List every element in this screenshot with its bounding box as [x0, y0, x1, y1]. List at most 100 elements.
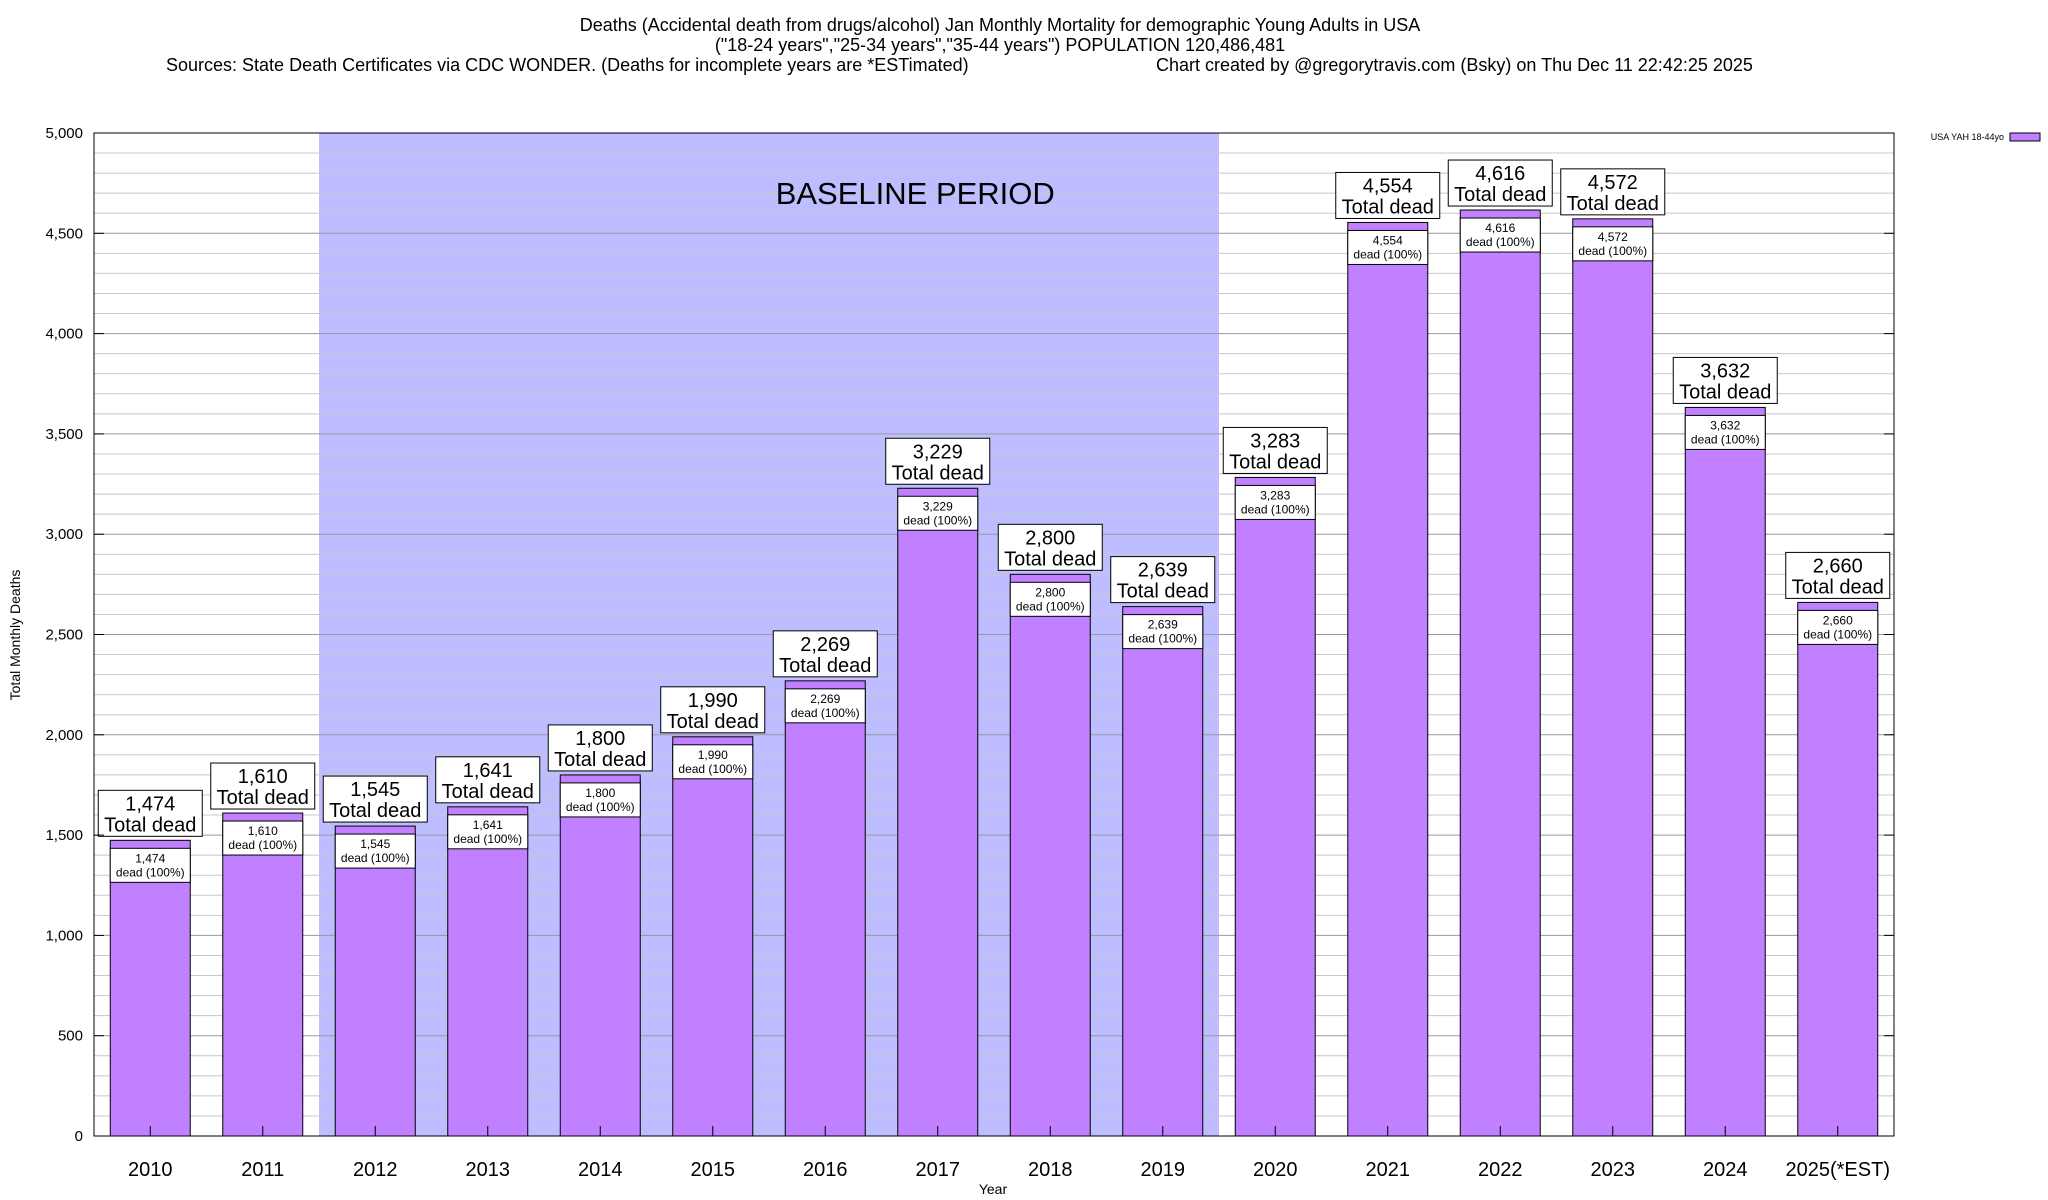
inner-label-suffix: dead (100%)	[1241, 502, 1310, 516]
inner-label-suffix: dead (100%)	[903, 513, 972, 527]
inner-label-suffix: dead (100%)	[116, 865, 185, 879]
inner-label-value: 2,639	[1148, 618, 1178, 632]
x-tick-label: 2019	[1141, 1159, 1186, 1181]
inner-label-suffix: dead (100%)	[453, 832, 522, 846]
x-tick-label: 2010	[128, 1159, 173, 1181]
total-label-suffix: Total dead	[1679, 381, 1771, 403]
x-tick-label: 2017	[916, 1159, 961, 1181]
total-label-suffix: Total dead	[667, 711, 759, 733]
total-label-value: 4,616	[1475, 163, 1525, 185]
total-label-value: 3,229	[913, 441, 963, 463]
total-label-suffix: Total dead	[217, 787, 309, 809]
legend: USA YAH 18-44yo	[1931, 132, 2041, 142]
total-label-value: 1,641	[463, 760, 513, 782]
legend-entry-label: USA YAH 18-44yo	[1931, 132, 2004, 142]
inner-label-box	[1459, 217, 1541, 253]
total-label-value: 1,474	[125, 793, 175, 815]
inner-label-suffix: dead (100%)	[1803, 627, 1872, 641]
inner-label-box	[1122, 614, 1204, 650]
inner-label-value: 4,572	[1598, 230, 1628, 244]
y-tick-label: 4,500	[45, 225, 83, 242]
inner-label-value: 3,229	[923, 499, 953, 513]
total-label-box	[1222, 426, 1328, 474]
total-label-box	[97, 789, 203, 837]
bar	[334, 825, 416, 1137]
x-tick-label: 2015	[691, 1159, 736, 1181]
y-tick-label: 0	[75, 1128, 83, 1145]
x-axis-label: Year	[979, 1181, 1008, 1197]
bar	[1234, 476, 1316, 1137]
inner-label-suffix: dead (100%)	[1578, 244, 1647, 258]
total-label-suffix: Total dead	[892, 462, 984, 484]
total-label-suffix: Total dead	[1567, 193, 1659, 215]
total-label-box	[1672, 356, 1778, 404]
y-tick-label: 2,500	[45, 627, 83, 644]
bar	[897, 487, 979, 1137]
total-label-value: 2,660	[1813, 555, 1863, 577]
inner-label-box	[109, 847, 191, 883]
inner-label-box	[784, 688, 866, 724]
chart-title-line-2: ("18-24 years","25-34 years","35-44 year…	[715, 35, 1285, 55]
total-label-box	[547, 724, 653, 772]
inner-label-value: 2,660	[1823, 613, 1853, 627]
total-label-box	[1560, 168, 1666, 216]
total-label-suffix: Total dead	[442, 781, 534, 803]
total-label-box	[322, 775, 428, 823]
total-label-suffix: Total dead	[1454, 184, 1546, 206]
total-label-suffix: Total dead	[554, 749, 646, 771]
total-label-box	[997, 523, 1103, 571]
bar	[447, 806, 529, 1137]
y-tick-label: 5,000	[45, 125, 83, 142]
x-tick-label: 2021	[1366, 1159, 1411, 1181]
total-label-value: 3,632	[1700, 360, 1750, 382]
x-tick-label: 2020	[1253, 1159, 1298, 1181]
inner-label-value: 3,283	[1260, 488, 1290, 502]
inner-label-box	[559, 782, 641, 818]
total-label-value: 2,800	[1025, 527, 1075, 549]
inner-label-value: 3,632	[1710, 418, 1740, 432]
bar	[559, 774, 641, 1137]
y-tick-label: 4,000	[45, 326, 83, 343]
inner-label-box	[1797, 609, 1879, 645]
total-label-suffix: Total dead	[329, 800, 421, 822]
bar	[784, 680, 866, 1137]
legend-swatch	[2009, 132, 2041, 142]
bar	[1009, 573, 1091, 1137]
y-tick-label: 3,000	[45, 526, 83, 543]
bar	[1459, 209, 1541, 1137]
y-tick-label: 2,000	[45, 727, 83, 744]
total-label-value: 2,269	[800, 634, 850, 656]
inner-label-box	[222, 820, 304, 856]
inner-label-box	[672, 744, 754, 780]
chart-source-note: Sources: State Death Certificates via CD…	[166, 55, 969, 75]
inner-label-value: 2,800	[1035, 585, 1065, 599]
total-label-value: 1,610	[238, 766, 288, 788]
total-label-box	[1110, 556, 1216, 604]
total-label-box	[885, 437, 991, 485]
